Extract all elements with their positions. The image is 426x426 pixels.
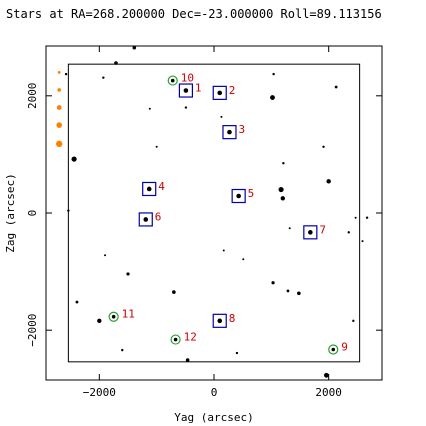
field-star: [121, 348, 124, 352]
bad-star: [55, 140, 63, 148]
field-star: [297, 291, 301, 296]
acq-star-circle: [328, 344, 339, 355]
chart-title: Stars at RA=268.200000 Dec=-23.000000 Ro…: [6, 7, 382, 21]
field-star: [104, 254, 107, 257]
field-boundary-box: [67, 63, 361, 363]
field-star: [272, 72, 275, 76]
axes-frame: [45, 45, 383, 381]
field-star: [323, 372, 329, 378]
field-star: [97, 318, 102, 324]
x-tick-label: 0: [211, 386, 218, 399]
field-star: [347, 231, 350, 234]
field-star: [148, 107, 151, 110]
y-tick-label: 0: [26, 210, 39, 217]
acq-star: [111, 314, 116, 319]
field-star: [326, 179, 331, 184]
guide-star-label: 8: [229, 312, 236, 325]
field-star: [64, 72, 68, 76]
guide-star-box: [303, 225, 318, 240]
field-star: [67, 209, 70, 212]
bad-star: [57, 88, 61, 92]
acq-star: [331, 347, 336, 352]
field-star: [242, 258, 245, 261]
guide-star: [217, 90, 223, 96]
x-tick-label: 2000: [315, 386, 342, 399]
field-star: [334, 85, 338, 89]
bad-star: [56, 105, 62, 110]
field-star: [132, 45, 137, 50]
field-star: [278, 186, 284, 193]
bad-star: [57, 70, 61, 74]
x-axis-label: Yag (arcsec): [174, 411, 253, 424]
guide-star-label: 1: [195, 82, 202, 95]
field-star: [352, 319, 355, 323]
guide-star-label: 6: [155, 210, 162, 223]
field-star: [220, 115, 223, 118]
acq-star: [170, 78, 175, 83]
field-star: [75, 300, 79, 304]
guide-star: [217, 318, 223, 324]
acq-star-circle: [170, 334, 181, 345]
field-star: [288, 227, 291, 230]
guide-star: [143, 217, 149, 222]
acq-star-label: 12: [184, 331, 197, 344]
y-axis-label: Zag (arcsec): [4, 173, 17, 252]
field-star: [280, 196, 286, 201]
guide-star-box: [222, 125, 237, 140]
guide-star: [183, 88, 189, 93]
field-star: [270, 95, 275, 100]
guide-star-label: 5: [248, 187, 255, 200]
guide-star-box: [212, 85, 227, 100]
y-tick-label: 2000: [26, 83, 39, 110]
guide-star: [308, 230, 313, 235]
bad-star: [56, 122, 62, 128]
acq-star-circle: [108, 311, 119, 322]
guide-star-label: 4: [158, 180, 165, 193]
field-star: [114, 61, 118, 65]
guide-star-label: 2: [229, 84, 236, 97]
acq-star-label: 10: [181, 72, 194, 85]
field-star: [354, 216, 357, 219]
field-star: [172, 290, 176, 294]
guide-star-label: 3: [238, 123, 245, 136]
x-tick-label: −2000: [83, 386, 116, 399]
guide-star-box: [212, 313, 227, 328]
guide-star-label: 7: [319, 223, 326, 236]
guide-star-box: [138, 212, 153, 227]
field-star: [184, 106, 188, 109]
guide-star-box: [231, 188, 246, 204]
field-star: [365, 216, 369, 219]
guide-star: [227, 129, 232, 135]
guide-star: [146, 186, 152, 192]
field-star: [235, 351, 239, 355]
axis-ticks: −2000 0 2000 −2000 0 2000: [26, 46, 382, 399]
field-star: [271, 281, 275, 285]
field-star: [126, 272, 130, 276]
acq-star-label: 11: [122, 308, 135, 321]
y-tick-label: −2000: [26, 314, 39, 347]
acq-star-circle: [167, 75, 178, 86]
guide-star-box: [142, 181, 157, 197]
acq-star: [173, 337, 178, 342]
field-star: [322, 145, 325, 148]
field-star: [185, 358, 190, 362]
field-star: [286, 289, 290, 293]
guide-star-box: [178, 83, 194, 98]
guide-star: [236, 193, 241, 199]
field-star: [282, 161, 285, 165]
field-star: [102, 76, 105, 79]
field-star: [361, 240, 364, 243]
field-star: [222, 249, 225, 252]
field-star: [155, 145, 158, 148]
field-star: [71, 156, 77, 162]
acq-star-label: 9: [341, 341, 348, 354]
